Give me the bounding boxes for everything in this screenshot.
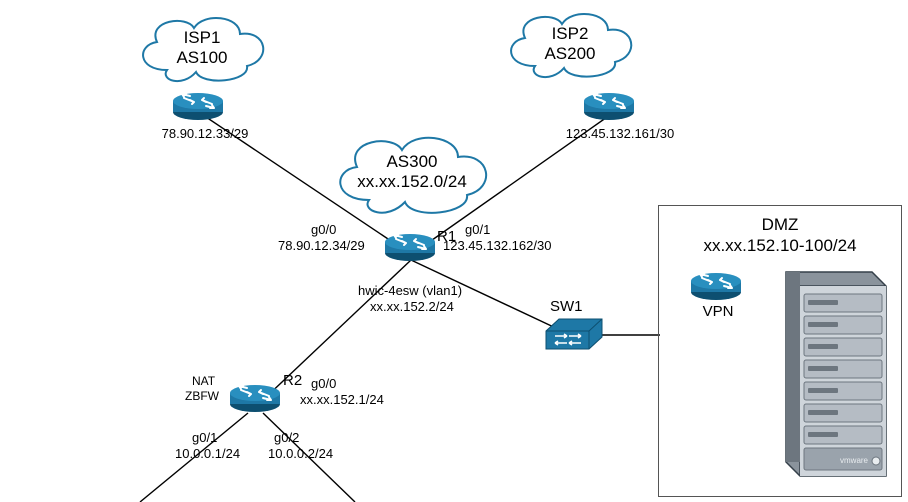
r1-right-if: g0/1 xyxy=(465,222,490,238)
r2-r-ip: 10.0.0.2/24 xyxy=(268,446,333,462)
dmz-title-l2: xx.xx.152.10-100/24 xyxy=(703,236,856,255)
cloud-isp2-l2: AS200 xyxy=(544,44,595,63)
router-r1 xyxy=(384,233,440,268)
r2-up-if: g0/0 xyxy=(311,376,336,392)
switch-sw1-name: SW1 xyxy=(550,298,583,316)
cloud-as300-l2: xx.xx.152.0/24 xyxy=(357,172,467,191)
cloud-isp1-l2: AS100 xyxy=(176,48,227,67)
r2-up-ip: xx.xx.152.1/24 xyxy=(300,392,384,408)
router-vpn xyxy=(690,272,746,307)
cloud-as300: AS300 xx.xx.152.0/24 xyxy=(327,128,497,218)
router-isp2 xyxy=(583,92,639,127)
switch-sw1 xyxy=(545,317,605,358)
cloud-isp2-l1: ISP2 xyxy=(552,24,589,43)
r2-l-if: g0/1 xyxy=(192,430,217,446)
router-vpn-name: VPN xyxy=(690,303,746,320)
server-rack: vmware xyxy=(768,264,890,489)
dmz-title-l1: DMZ xyxy=(762,215,799,234)
router-r2-name: R2 xyxy=(283,372,302,390)
r2-r-if: g0/2 xyxy=(274,430,299,446)
r1-left-if: g0/0 xyxy=(311,222,336,238)
cloud-isp1: ISP1 AS100 xyxy=(132,10,272,86)
r2-l-ip: 10.0.0.1/24 xyxy=(175,446,240,462)
router-r2 xyxy=(229,384,285,419)
r1-left-ip: 78.90.12.34/29 xyxy=(278,238,365,254)
r1-down-ip: xx.xx.152.2/24 xyxy=(370,299,454,315)
r2-note-l2: ZBFW xyxy=(185,389,219,403)
r1-down-if: hwic-4esw (vlan1) xyxy=(358,283,462,299)
router-isp1-ip: 78.90.12.33/29 xyxy=(150,127,260,142)
cloud-as300-l1: AS300 xyxy=(386,152,437,171)
r1-right-ip: 123.45.132.162/30 xyxy=(443,238,551,254)
r2-note-l1: NAT xyxy=(192,374,215,388)
router-isp2-ip: 123.45.132.161/30 xyxy=(555,127,685,142)
router-isp1 xyxy=(172,92,228,127)
cloud-isp1-l1: ISP1 xyxy=(184,28,221,47)
server-brand-svg: vmware xyxy=(840,456,869,465)
cloud-isp2: ISP2 AS200 xyxy=(500,6,640,82)
